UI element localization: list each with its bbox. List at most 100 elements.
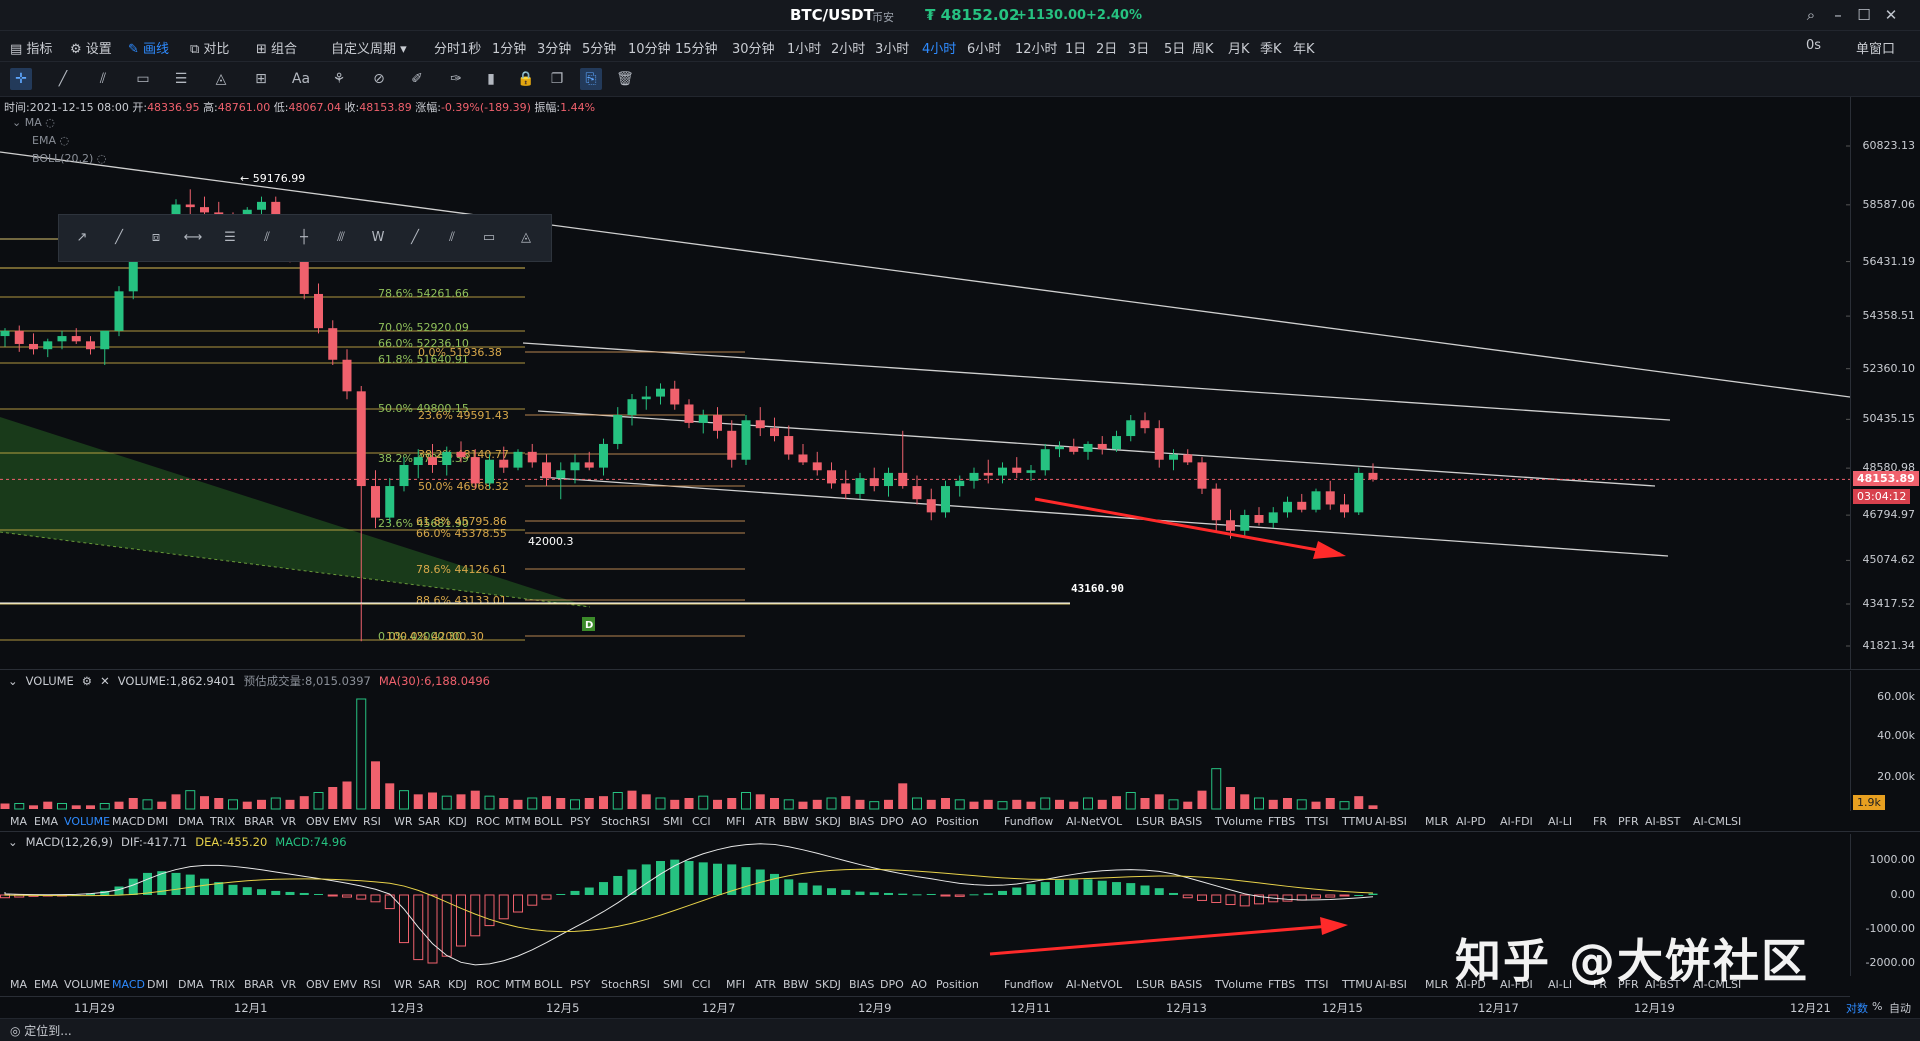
volume-chart[interactable] <box>0 671 1850 811</box>
trend-line[interactable] <box>537 410 1656 487</box>
combo-button[interactable]: ⊞ 组合 <box>256 42 298 57</box>
indicator-tab-position[interactable]: Position <box>936 978 979 991</box>
indicator-tab-pfr[interactable]: PFR <box>1618 978 1639 991</box>
search-icon[interactable]: ⌕ <box>1806 6 1816 24</box>
indicator-tab-kdj[interactable]: KDJ <box>448 815 467 828</box>
indicator-tab-mfi[interactable]: MFI <box>726 978 746 991</box>
indicator-tab-boll[interactable]: BOLL <box>534 815 563 828</box>
pane-divider[interactable] <box>0 669 1920 670</box>
indicator-tab-ttmu[interactable]: TTMU <box>1342 978 1373 991</box>
cross-line-icon[interactable]: ┼ <box>300 230 308 245</box>
indicator-tab-emv[interactable]: EMV <box>333 978 357 991</box>
indicator-tab-sar[interactable]: SAR <box>418 978 441 991</box>
indicator-tab-bias[interactable]: BIAS <box>849 815 875 828</box>
indicator-tab-wr[interactable]: WR <box>394 978 413 991</box>
eye-off-icon[interactable]: ◌ <box>96 152 107 165</box>
indicator-tab-ma[interactable]: MA <box>10 815 28 828</box>
indicator-tab-bbw[interactable]: BBW <box>783 978 809 991</box>
period-9[interactable]: 2小时 <box>831 42 866 57</box>
eye-off-icon[interactable]: ◌ <box>45 116 55 129</box>
indicator-tab-rsi[interactable]: RSI <box>363 815 381 828</box>
indicator-tab-ai-cmlsi[interactable]: AI-CMLSI <box>1693 815 1742 828</box>
indicator-tab-ao[interactable]: AO <box>911 815 927 828</box>
indicator-tab-dmi[interactable]: DMI <box>147 978 169 991</box>
segment-icon[interactable]: ╱ <box>115 230 123 245</box>
period-11[interactable]: 4小时 <box>922 42 957 57</box>
indicator-tab-trix[interactable]: TRIX <box>210 815 236 828</box>
trend-line[interactable] <box>539 476 1669 557</box>
period-16[interactable]: 3日 <box>1128 42 1150 57</box>
indicator-tab-dma[interactable]: DMA <box>178 978 204 991</box>
multi-line-icon[interactable]: ☰ <box>224 230 236 245</box>
eraser-icon[interactable]: ⊘ <box>373 71 385 87</box>
indicator-tab-macd[interactable]: MACD <box>112 815 145 828</box>
pencil-icon[interactable]: ✐ <box>411 71 423 87</box>
indicator-tab-lsur[interactable]: LSUR <box>1136 978 1165 991</box>
custom-period-select[interactable]: 自定义周期 ▾ <box>331 42 407 57</box>
indicator-tab-vr[interactable]: VR <box>281 815 297 828</box>
indicator-tab-sar[interactable]: SAR <box>418 815 441 828</box>
indicator-tab-ai-pd[interactable]: AI-PD <box>1456 978 1486 991</box>
indicator-tab-bias[interactable]: BIAS <box>849 978 875 991</box>
indicator-tab-fundflow[interactable]: Fundflow <box>1004 978 1054 991</box>
horizontal-lines-icon[interactable]: ☰ <box>174 71 188 87</box>
trash-icon[interactable]: 🗑 <box>616 71 634 87</box>
indicator-tab-roc[interactable]: ROC <box>476 978 500 991</box>
wave-icon[interactable]: W <box>371 230 385 245</box>
indicator-tab-obv[interactable]: OBV <box>306 978 330 991</box>
period-15[interactable]: 2日 <box>1096 42 1118 57</box>
measure-icon[interactable]: ⊞ <box>255 71 267 87</box>
period-19[interactable]: 月K <box>1228 42 1250 57</box>
candle-tool-icon[interactable]: ▮ <box>487 71 495 87</box>
indicator-tab-cci[interactable]: CCI <box>692 815 711 828</box>
indicator-tab-atr[interactable]: ATR <box>755 815 777 828</box>
crosshair-icon[interactable]: ✛ <box>10 68 32 90</box>
trend-line[interactable] <box>522 342 1671 421</box>
indicator-tab-tvolume[interactable]: TVolume <box>1215 815 1263 828</box>
indicator-tab-psy[interactable]: PSY <box>570 815 591 828</box>
indicator-tab-smi[interactable]: SMI <box>663 815 683 828</box>
overlay-ema[interactable]: EMA ◌ <box>32 134 69 147</box>
time-axis[interactable]: 11月29 12月1 12月3 12月5 12月7 12月9 12月11 12月13 12月15… <box>0 996 1850 1017</box>
period-7[interactable]: 30分钟 <box>732 42 775 57</box>
indicator-tab-ftbs[interactable]: FTBS <box>1268 978 1296 991</box>
indicator-tab-lsur[interactable]: LSUR <box>1136 815 1165 828</box>
indicator-tab-bbw[interactable]: BBW <box>783 815 809 828</box>
brush-icon[interactable]: ⚘ <box>332 71 346 87</box>
indicator-tab-skdj[interactable]: SKDJ <box>815 815 841 828</box>
indicator-tab-basis[interactable]: BASIS <box>1170 978 1203 991</box>
fib-channel-icon[interactable]: ⫻ <box>337 230 345 245</box>
annotation-arrow[interactable] <box>1034 497 1341 556</box>
eye-off-icon[interactable]: ◌ <box>59 134 70 147</box>
collapse-icon[interactable]: ⌄ <box>8 835 18 849</box>
period-5[interactable]: 10分钟 <box>628 42 671 57</box>
indicator-tab-ema[interactable]: EMA <box>34 978 58 991</box>
indicator-tab-skdj[interactable]: SKDJ <box>815 978 841 991</box>
diagonal-icon[interactable]: ╱ <box>411 230 419 245</box>
indicator-tab-volume[interactable]: VOLUME <box>64 978 111 991</box>
indicator-tab-mtm[interactable]: MTM <box>505 978 531 991</box>
indicator-tab-mlr[interactable]: MLR <box>1425 815 1449 828</box>
indicator-tab-obv[interactable]: OBV <box>306 815 330 828</box>
period-20[interactable]: 季K <box>1260 42 1282 57</box>
indicator-tab-position[interactable]: Position <box>936 815 979 828</box>
minimize-icon[interactable]: – <box>1834 6 1842 24</box>
indicator-tab-brar[interactable]: BRAR <box>244 978 274 991</box>
indicator-tab-roc[interactable]: ROC <box>476 815 500 828</box>
period-17[interactable]: 5日 <box>1164 42 1186 57</box>
period-4[interactable]: 5分钟 <box>582 42 617 57</box>
indicator-tab-ao[interactable]: AO <box>911 978 927 991</box>
indicator-tab-ttmu[interactable]: TTMU <box>1342 815 1373 828</box>
maximize-icon[interactable]: ☐ <box>1857 6 1871 24</box>
indicator-tab-ftbs[interactable]: FTBS <box>1268 815 1296 828</box>
indicator-tab-vr[interactable]: VR <box>281 978 297 991</box>
period-2[interactable]: 1分钟 <box>492 42 527 57</box>
period-3[interactable]: 3分钟 <box>537 42 572 57</box>
indicator-tab-ttsi[interactable]: TTSI <box>1305 978 1329 991</box>
price-range-icon[interactable]: ⧈ <box>151 230 161 245</box>
close-icon[interactable]: ✕ <box>1884 6 1898 24</box>
macd-chart[interactable] <box>0 834 1850 976</box>
indicator-tab-dmi[interactable]: DMI <box>147 815 169 828</box>
trend-line-icon[interactable]: ╱ <box>58 71 68 87</box>
indicator-tab-ema[interactable]: EMA <box>34 815 58 828</box>
